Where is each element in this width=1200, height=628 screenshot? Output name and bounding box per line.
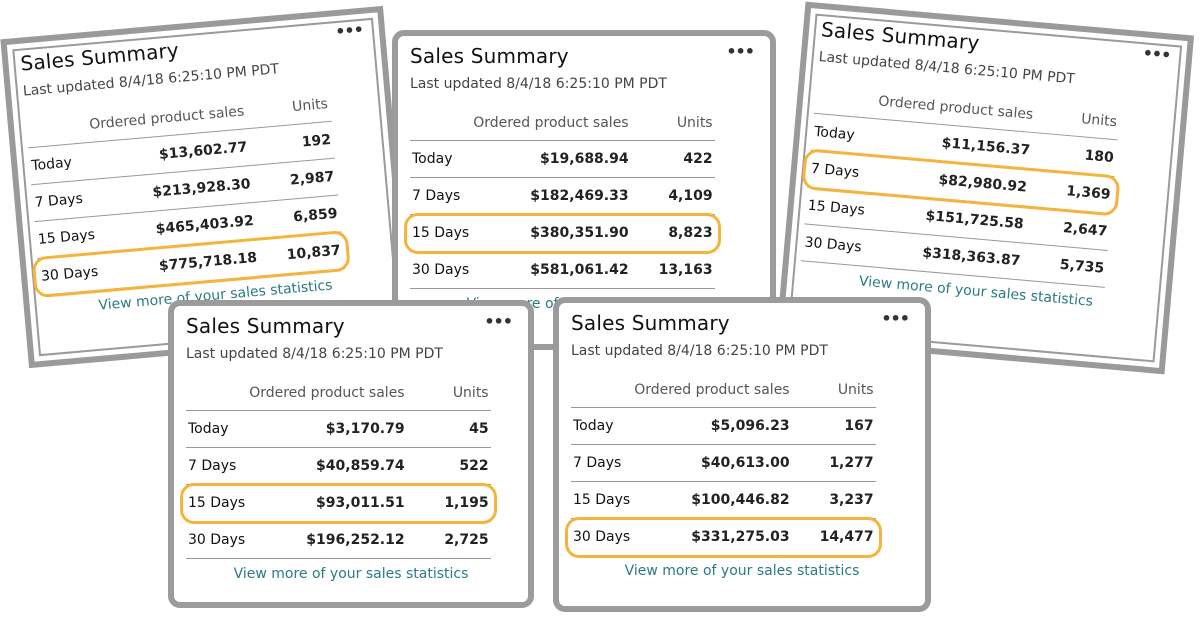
units-value: 13,163 (630, 251, 715, 289)
table-row: 15 Days $100,446.82 3,237 (571, 481, 876, 519)
units-value: 14,477 (791, 518, 876, 556)
view-more-statistics-link[interactable]: View more of your sales statistics (624, 563, 860, 579)
ordered-sales-value: $380,351.90 (471, 214, 631, 252)
sales-header: Ordered product sales (471, 106, 631, 141)
last-updated-text: Last updated 8/4/18 6:25:10 PM PDT (410, 76, 667, 92)
sales-table: Ordered product sales Units Today $3,170… (186, 376, 491, 559)
sales-table: Ordered product sales Units Today $11,15… (800, 78, 1121, 288)
period-label: 15 Days (410, 214, 472, 252)
ordered-sales-value: $40,859.74 (247, 447, 407, 485)
table-row: 7 Days $40,859.74 522 (186, 447, 491, 485)
period-label: 30 Days (186, 521, 248, 559)
period-label: Today (810, 113, 875, 156)
ordered-sales-value: $331,275.03 (632, 518, 792, 556)
table-row: Today $3,170.79 45 (186, 410, 491, 448)
period-label: Today (571, 407, 633, 445)
units-header: Units (406, 376, 491, 411)
period-label: 30 Days (37, 253, 102, 296)
sales-header: Ordered product sales (247, 376, 407, 411)
table-row: 7 Days $40,613.00 1,277 (571, 444, 876, 482)
period-label: 15 Days (186, 484, 248, 522)
card-title: Sales Summary (410, 44, 569, 68)
units-value: 45 (406, 410, 491, 448)
sales-summary-card-5: Sales Summary ••• Last updated 8/4/18 6:… (553, 297, 931, 612)
sales-summary-card-2: Sales Summary ••• Last updated 8/4/18 6:… (392, 30, 776, 350)
period-label: Today (186, 410, 248, 448)
period-label: 15 Days (34, 216, 99, 259)
units-value: 522 (406, 447, 491, 485)
period-header (571, 373, 633, 408)
ordered-sales-value: $19,688.94 (471, 140, 631, 178)
ordered-sales-value: $100,446.82 (632, 481, 792, 519)
period-label: 7 Days (571, 444, 633, 482)
period-label: 30 Days (571, 518, 633, 556)
table-header-row: Ordered product sales Units (186, 376, 491, 411)
more-options-icon[interactable]: ••• (881, 309, 910, 328)
card-title: Sales Summary (186, 314, 345, 338)
period-header (813, 78, 878, 119)
units-value: 1,195 (406, 484, 491, 522)
more-options-icon[interactable]: ••• (1141, 43, 1172, 65)
period-label: 7 Days (410, 177, 472, 215)
period-label: 7 Days (31, 179, 96, 222)
table-row: 7 Days $182,469.33 4,109 (410, 177, 715, 215)
period-header (410, 106, 472, 141)
table-row: 30 Days $331,275.03 14,477 (571, 518, 876, 556)
units-value: 1,277 (791, 444, 876, 482)
period-label: 30 Days (800, 223, 866, 267)
ordered-sales-value: $93,011.51 (247, 484, 407, 522)
period-header (186, 376, 248, 411)
units-value: 10,837 (257, 231, 345, 277)
period-label: Today (410, 140, 472, 178)
sales-table: Ordered product sales Units Today $13,60… (24, 86, 345, 296)
table-header-row: Ordered product sales Units (571, 373, 876, 408)
ordered-sales-value: $5,096.23 (632, 407, 792, 445)
period-label: 7 Days (186, 447, 248, 485)
ordered-sales-value: $581,061.42 (471, 251, 631, 289)
ordered-sales-value: $182,469.33 (471, 177, 631, 215)
more-options-icon[interactable]: ••• (726, 42, 755, 61)
table-row: 15 Days $380,351.90 8,823 (410, 214, 715, 252)
table-row: Today $5,096.23 167 (571, 407, 876, 445)
card-title: Sales Summary (820, 17, 981, 55)
units-header: Units (630, 106, 715, 141)
period-label: 15 Days (804, 187, 869, 230)
units-header: Units (791, 373, 876, 408)
card-title: Sales Summary (571, 311, 730, 335)
units-value: 167 (791, 407, 876, 445)
card-title: Sales Summary (19, 37, 180, 76)
period-label: 15 Days (571, 481, 633, 519)
sales-header: Ordered product sales (632, 373, 792, 408)
units-value: 4,109 (630, 177, 715, 215)
units-value: 422 (630, 140, 715, 178)
more-options-icon[interactable]: ••• (334, 19, 364, 42)
last-updated-text: Last updated 8/4/18 6:25:10 PM PDT (186, 346, 443, 362)
table-row: 15 Days $93,011.51 1,195 (186, 484, 491, 522)
ordered-sales-value: $40,613.00 (632, 444, 792, 482)
period-label: 30 Days (410, 251, 472, 289)
units-value: 8,823 (630, 214, 715, 252)
more-options-icon[interactable]: ••• (484, 312, 513, 331)
table-row: 30 Days $196,252.12 2,725 (186, 521, 491, 559)
ordered-sales-value: $196,252.12 (247, 521, 407, 559)
table-row: 30 Days $581,061.42 13,163 (410, 251, 715, 289)
sales-table: Ordered product sales Units Today $19,68… (410, 106, 715, 289)
last-updated-text: Last updated 8/4/18 6:25:10 PM PDT (571, 343, 828, 359)
period-header (24, 108, 89, 148)
period-label: 7 Days (807, 150, 872, 193)
units-value: 5,735 (1020, 243, 1108, 288)
units-value: 3,237 (791, 481, 876, 519)
table-row: Today $19,688.94 422 (410, 140, 715, 178)
view-more-statistics-link[interactable]: View more of your sales statistics (233, 566, 469, 582)
units-value: 2,725 (406, 521, 491, 559)
ordered-sales-value: $3,170.79 (247, 410, 407, 448)
period-label: Today (27, 142, 93, 185)
table-header-row: Ordered product sales Units (410, 106, 715, 141)
sales-table: Ordered product sales Units Today $5,096… (571, 373, 876, 556)
sales-summary-card-4: Sales Summary ••• Last updated 8/4/18 6:… (168, 300, 534, 608)
